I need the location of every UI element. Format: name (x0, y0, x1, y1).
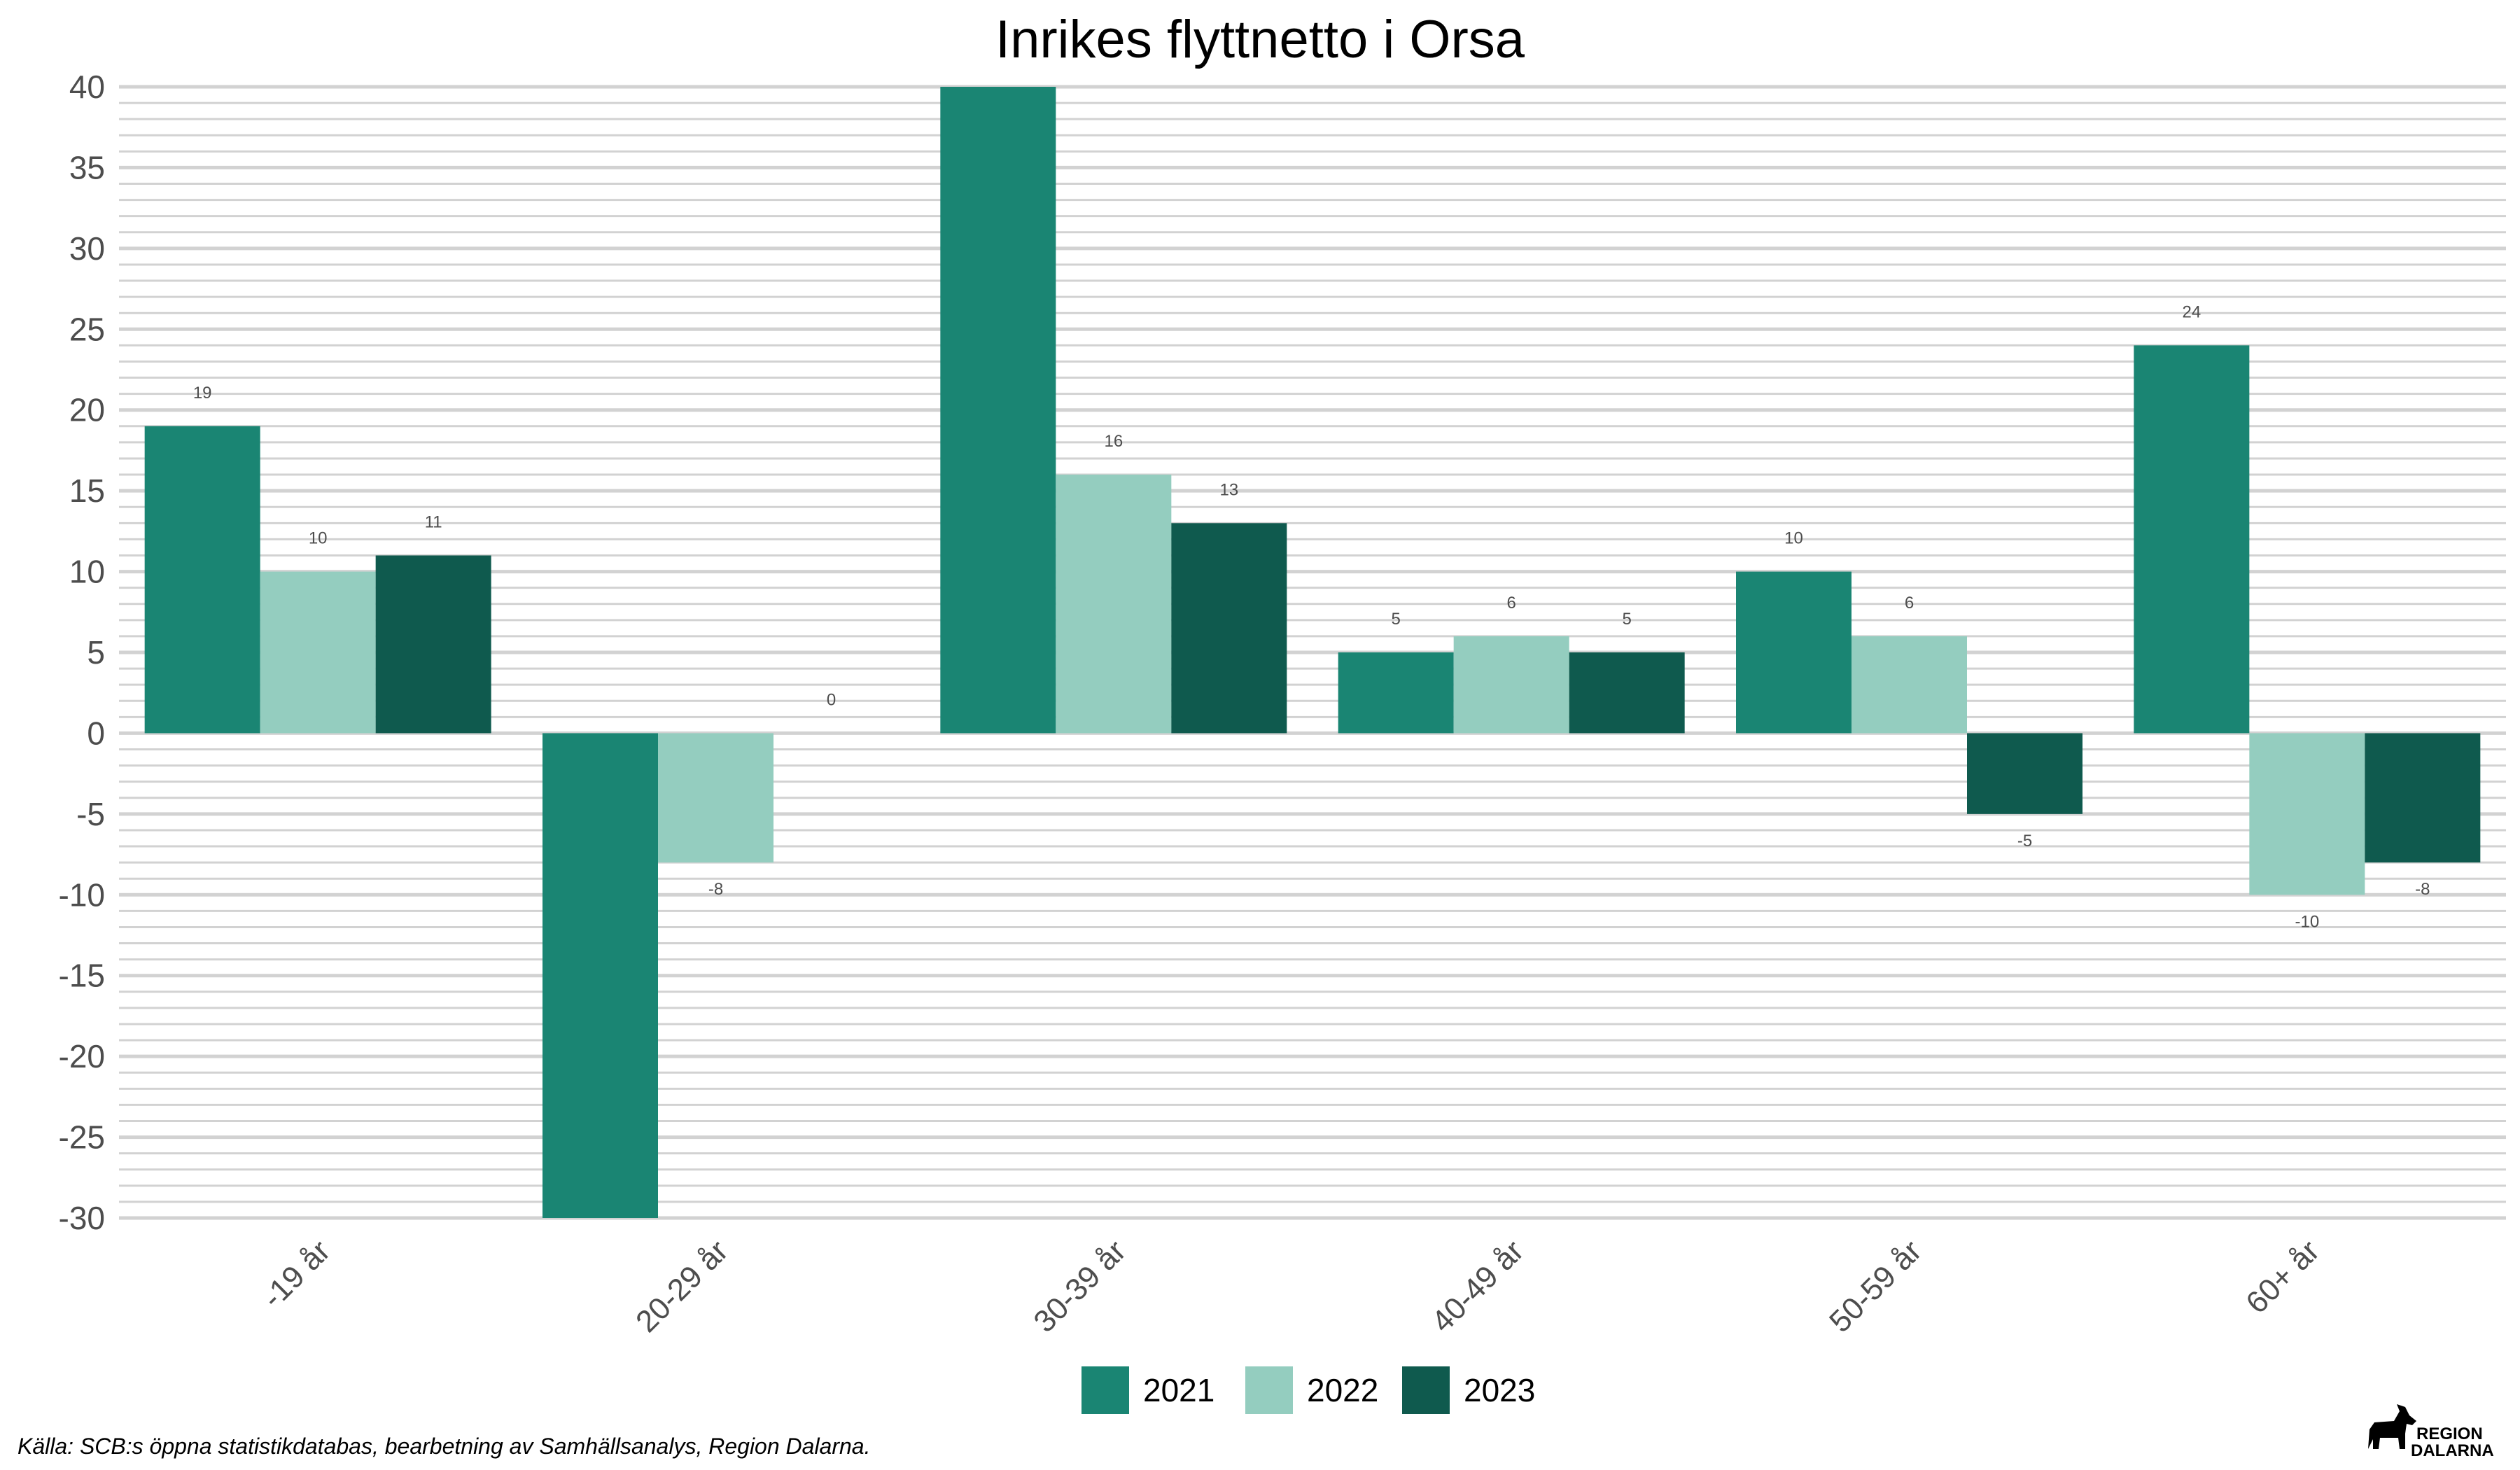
y-tick-label: 10 (69, 554, 105, 590)
data-labels: 19 10 11 -8 0 16 13 5 6 5 10 6 -5 24 -10 -8 (193, 302, 2430, 931)
data-label-2022-5: -10 (2295, 912, 2319, 931)
y-tick-label: 35 (69, 149, 105, 186)
bar-2022-4 (1851, 636, 1967, 734)
source-caption: Källa: SCB:s öppna statistikdatabas, bea… (18, 1434, 870, 1459)
data-label-2021-5: 24 (2182, 302, 2201, 321)
logo-text-region: REGION (2416, 1424, 2483, 1443)
x-tick-label: 40-49 år (1425, 1233, 1531, 1339)
grid (119, 85, 2506, 1220)
data-label-2022-0: 10 (309, 529, 328, 548)
legend-label-2021: 2021 (1143, 1372, 1214, 1408)
x-tick-label: 60+ år (2239, 1233, 2326, 1320)
region-dalarna-logo: REGION DALARNA (2368, 1404, 2494, 1460)
x-axis-ticks: -19 år 20-29 år 30-39 år 40-49 år 50-59 år 60… (255, 1233, 2326, 1339)
y-tick-label: 40 (69, 69, 105, 105)
bar-2022-2 (1056, 475, 1172, 734)
bar-2021-0 (144, 426, 260, 734)
data-label-2023-0: 11 (425, 512, 442, 531)
bar-2022-5 (2249, 733, 2365, 895)
y-tick-label: -25 (59, 1119, 105, 1156)
data-label-2021-0: 19 (193, 384, 212, 402)
y-tick-label: -30 (59, 1200, 105, 1236)
data-label-2023-5: -8 (2415, 880, 2430, 899)
bar-2021-5 (2134, 345, 2250, 734)
legend-label-2022: 2022 (1307, 1372, 1378, 1408)
data-label-2023-4: -5 (2017, 832, 2032, 850)
bars (144, 87, 2481, 1218)
bar-2023-0 (375, 555, 491, 734)
data-label-2022-3: 6 (1506, 594, 1516, 612)
x-tick-label: -19 år (255, 1233, 337, 1315)
bar-2022-3 (1453, 636, 1569, 734)
y-tick-label: -10 (59, 876, 105, 913)
y-tick-label: -20 (59, 1038, 105, 1074)
legend-key-2021 (1082, 1366, 1129, 1414)
y-tick-label: -15 (59, 958, 105, 994)
legend-key-2022 (1245, 1366, 1293, 1414)
data-label-2021-4: 10 (1784, 529, 1803, 548)
data-label-2023-3: 5 (1622, 610, 1631, 629)
data-label-2021-3: 5 (1391, 610, 1400, 629)
chart-title: Inrikes flyttnetto i Orsa (995, 10, 1525, 69)
x-tick-label: 30-39 år (1027, 1233, 1133, 1339)
y-tick-label: 20 (69, 392, 105, 428)
data-label-2023-1: 0 (827, 690, 836, 709)
y-tick-label: 5 (87, 634, 105, 671)
y-tick-label: 0 (87, 715, 105, 751)
y-tick-label: 30 (69, 230, 105, 267)
x-tick-label: 20-29 år (629, 1233, 735, 1339)
data-label-2022-4: 6 (1905, 594, 1914, 612)
bar-2021-2 (940, 87, 1056, 734)
legend-key-2023 (1402, 1366, 1450, 1414)
bar-2022-0 (260, 571, 376, 734)
bar-2022-1 (658, 733, 774, 863)
data-label-2022-1: -8 (708, 880, 723, 899)
bar-2023-2 (1171, 523, 1287, 734)
x-tick-label: 50-59 år (1823, 1233, 1928, 1339)
y-axis-ticks: 40 35 30 25 20 15 10 5 0 -5 -10 -15 -20 -25 -30 (59, 69, 105, 1236)
bar-2021-1 (542, 733, 658, 1218)
bar-2023-4 (1967, 733, 2082, 814)
legend: 2021 2022 2023 (1082, 1366, 1535, 1414)
y-tick-label: 25 (69, 311, 105, 347)
data-label-2022-2: 16 (1104, 432, 1123, 451)
bar-2021-3 (1338, 652, 1454, 734)
bar-2021-4 (1736, 571, 1851, 734)
legend-label-2023: 2023 (1464, 1372, 1535, 1408)
data-label-2023-2: 13 (1219, 480, 1238, 499)
logo-text-dalarna: DALARNA (2411, 1441, 2494, 1460)
bar-2023-3 (1569, 652, 1685, 734)
y-tick-label: 15 (69, 472, 105, 509)
dalahorse-icon (2368, 1404, 2416, 1449)
y-tick-label: -5 (76, 796, 105, 832)
bar-2023-5 (2365, 733, 2481, 863)
